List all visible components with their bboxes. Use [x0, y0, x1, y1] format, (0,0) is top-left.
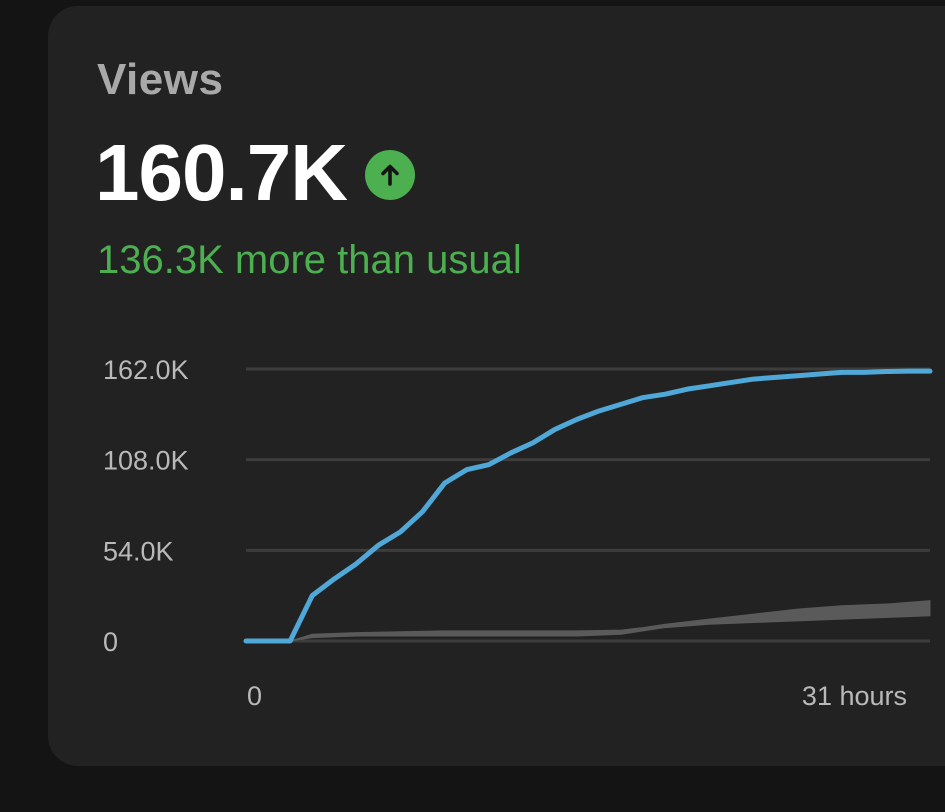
- x-tick-label: 0: [247, 681, 262, 711]
- arrow-up-icon: [364, 150, 415, 200]
- views-card: [48, 6, 945, 766]
- y-tick-label: 108.0K: [103, 446, 189, 476]
- y-axis-labels: 162.0K 108.0K 54.0K 0: [103, 355, 189, 657]
- chart-gridlines: [246, 367, 930, 643]
- x-axis-labels: 0 31 hours: [247, 681, 907, 711]
- typical-range-area: [246, 600, 931, 642]
- y-tick-label: 162.0K: [103, 355, 189, 385]
- value-row: 160.7K: [95, 128, 415, 218]
- y-tick-label: 0: [103, 627, 118, 657]
- typical-range-band: [246, 600, 931, 642]
- views-line: [243, 368, 933, 644]
- views-value: 160.7K: [95, 128, 348, 217]
- card-title: Views: [97, 55, 224, 104]
- y-tick-label: 54.0K: [103, 536, 174, 566]
- comparison-text: 136.3K more than usual: [97, 238, 522, 282]
- views-series: [243, 368, 933, 644]
- x-tick-label: 31 hours: [802, 681, 907, 711]
